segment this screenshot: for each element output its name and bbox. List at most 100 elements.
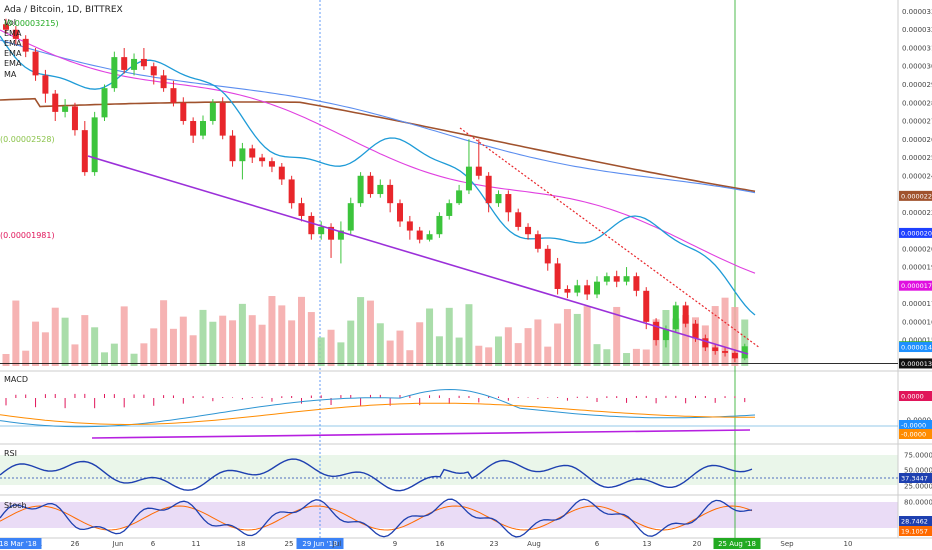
candle-body <box>456 190 463 204</box>
candlesticks <box>3 18 748 362</box>
ema-200-line <box>0 97 756 193</box>
candle-body <box>574 285 581 293</box>
candle-body <box>52 93 59 112</box>
volume-bar <box>672 318 680 366</box>
ema-20-line <box>0 35 756 316</box>
volume-bar <box>632 348 640 366</box>
candle-body <box>288 179 295 204</box>
candle-body <box>318 226 325 235</box>
time-marker-badge <box>713 538 761 549</box>
volume-bar <box>41 332 49 366</box>
volume-bar <box>711 306 719 366</box>
candle-body <box>131 58 138 70</box>
volume-bar <box>465 304 473 366</box>
candle-body <box>682 305 689 324</box>
candle-body <box>416 230 423 240</box>
volume-bar <box>268 296 276 366</box>
candle-body <box>672 305 679 330</box>
price-tick-label: 0.00002200 <box>902 209 932 217</box>
candle-body <box>702 338 709 348</box>
volume-bar <box>120 306 128 366</box>
price-axis[interactable]: 0.00003300 0.00003200 0.00003100 0.00003000… <box>902 8 932 534</box>
price-tag-badge <box>899 227 932 238</box>
rsi-tag-label: 37.3447 <box>901 475 928 483</box>
candle-body <box>613 276 620 282</box>
price-tick-label: 0.00001900 <box>902 264 932 272</box>
volume-bar <box>495 336 502 366</box>
ema-100-line <box>0 39 756 194</box>
ma-value-2: (0.00001981) <box>0 231 55 240</box>
stoch-k-line <box>0 498 753 538</box>
ema-label-1: EMA <box>4 29 22 38</box>
candle-body <box>101 88 108 118</box>
volume-bar <box>199 309 207 366</box>
time-tick-label: Jun <box>112 540 124 548</box>
macd-tag-badge <box>899 429 932 439</box>
moving-averages <box>0 29 756 316</box>
volume-bar <box>583 306 591 366</box>
volume-bar <box>160 300 168 366</box>
volume-bars <box>2 296 749 366</box>
volume-bar <box>357 297 365 366</box>
volume-bar <box>396 330 404 366</box>
candle-body <box>42 75 49 94</box>
stoch-label: Stoch <box>4 501 27 510</box>
volume-bar <box>426 308 434 366</box>
candle-body <box>140 58 147 67</box>
volume-bar <box>61 317 69 366</box>
price-tag-label: 0.00002290 <box>901 192 932 200</box>
candle-body <box>160 75 167 89</box>
chart-title: Ada / Bitcoin, 1D, BITTREX <box>4 5 123 15</box>
volume-bar <box>376 323 384 366</box>
candle-body <box>219 102 226 136</box>
time-tick-label: Jul <box>332 540 342 548</box>
time-marker-label: 29 Jun '18 <box>302 540 337 548</box>
volume-bar <box>682 315 690 366</box>
candle-body <box>32 51 39 76</box>
time-marker-badge <box>0 538 42 549</box>
volume-bar <box>366 300 374 366</box>
volume-bar <box>189 335 197 366</box>
macd-divergence-line <box>91 429 751 439</box>
candle-body <box>731 352 738 359</box>
volume-bar <box>593 344 601 366</box>
macd-tag-label: 0.0000 <box>901 393 924 401</box>
price-panel[interactable] <box>0 0 898 368</box>
candle-body <box>71 106 78 131</box>
volume-bar <box>248 315 256 366</box>
volume-bar <box>317 337 325 366</box>
volume-bar <box>337 342 345 366</box>
price-tag-badge <box>899 342 932 353</box>
price-tag-badge <box>899 358 932 369</box>
volume-bar <box>347 320 355 366</box>
volume-bar <box>278 305 286 366</box>
time-tick-label: 23 <box>490 540 499 548</box>
candle-body <box>692 323 699 339</box>
ema-label-3: EMA <box>4 49 22 58</box>
price-tag-label: 0.00001372 <box>901 360 932 368</box>
volume-bar <box>485 347 493 366</box>
time-axis[interactable]: 2126Jun611182529 Jun '18Jul91623Aug61320… <box>0 538 852 549</box>
volume-bar <box>219 315 227 366</box>
candle-body <box>584 285 591 295</box>
macd-tag-label: -0.0000 <box>901 422 926 430</box>
price-tick-label: 0.00002500 <box>902 154 932 162</box>
candle-body <box>308 215 315 235</box>
ma-value-1: (0.00002528) <box>0 135 55 144</box>
stoch-tag-badge <box>899 516 932 526</box>
volume-bar <box>406 350 414 366</box>
time-tick-label: 6 <box>595 540 600 548</box>
stoch-band <box>0 502 898 528</box>
price-tick-label: 0.00001600 <box>902 318 932 326</box>
candle-body <box>22 38 29 52</box>
candle-body <box>367 175 374 195</box>
candle-body <box>209 102 216 122</box>
indicator-tick-label: 80.0000 <box>904 499 932 507</box>
macd-panel[interactable] <box>0 374 898 442</box>
volume-bar <box>455 337 463 366</box>
time-marker-label: 18 Mar '18 <box>0 540 37 548</box>
macd-tag-badge <box>899 420 932 430</box>
time-marker-badge <box>296 538 344 549</box>
candle-body <box>337 230 344 240</box>
